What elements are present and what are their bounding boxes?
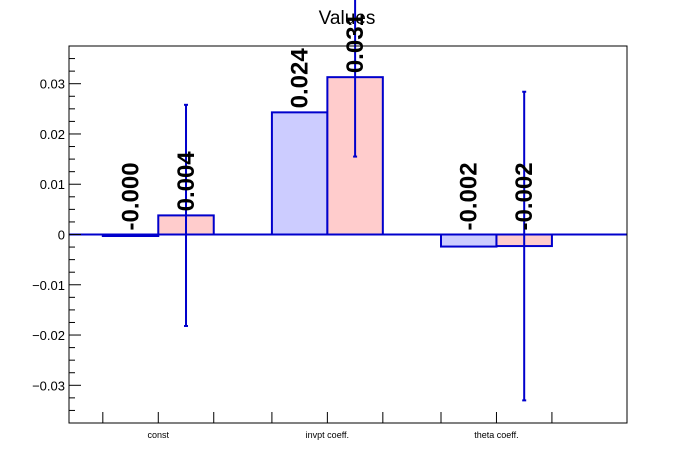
- data-label-1-1: 0.031: [342, 13, 369, 73]
- error-bars-layer: [184, 0, 527, 402]
- data-label-1-0: 0.024: [287, 48, 314, 109]
- y-tick-label-5: 0.02: [40, 127, 65, 142]
- y-tick-label-1: −0.02: [32, 328, 65, 343]
- y-tick-label-6: 0.03: [40, 77, 65, 92]
- chart-title: Values: [319, 8, 376, 29]
- data-labels-layer: -0.000 0.004 0.024 0.031 -0.002 -0.002: [118, 13, 539, 230]
- y-tick-label-2: −0.01: [32, 278, 65, 293]
- category-label-1: invpt coeff.: [306, 430, 349, 440]
- y-tick-label-3: 0: [58, 228, 65, 243]
- data-label-2-1: -0.002: [511, 162, 538, 230]
- axes-layer: const invpt coeff. theta coeff. −0.03 −0.02 −…: [32, 45, 628, 440]
- data-label-2-0: -0.002: [456, 162, 483, 230]
- category-label-0: const: [148, 430, 170, 440]
- data-label-0-0: -0.000: [118, 162, 145, 230]
- category-label-2: theta coeff.: [474, 430, 518, 440]
- y-tick-label-4: 0.01: [40, 177, 65, 192]
- bar-1-0: [270, 111, 329, 236]
- y-tick-label-0: −0.03: [32, 378, 65, 393]
- bar-2-0: [440, 233, 498, 248]
- data-label-0-1: 0.004: [173, 151, 200, 212]
